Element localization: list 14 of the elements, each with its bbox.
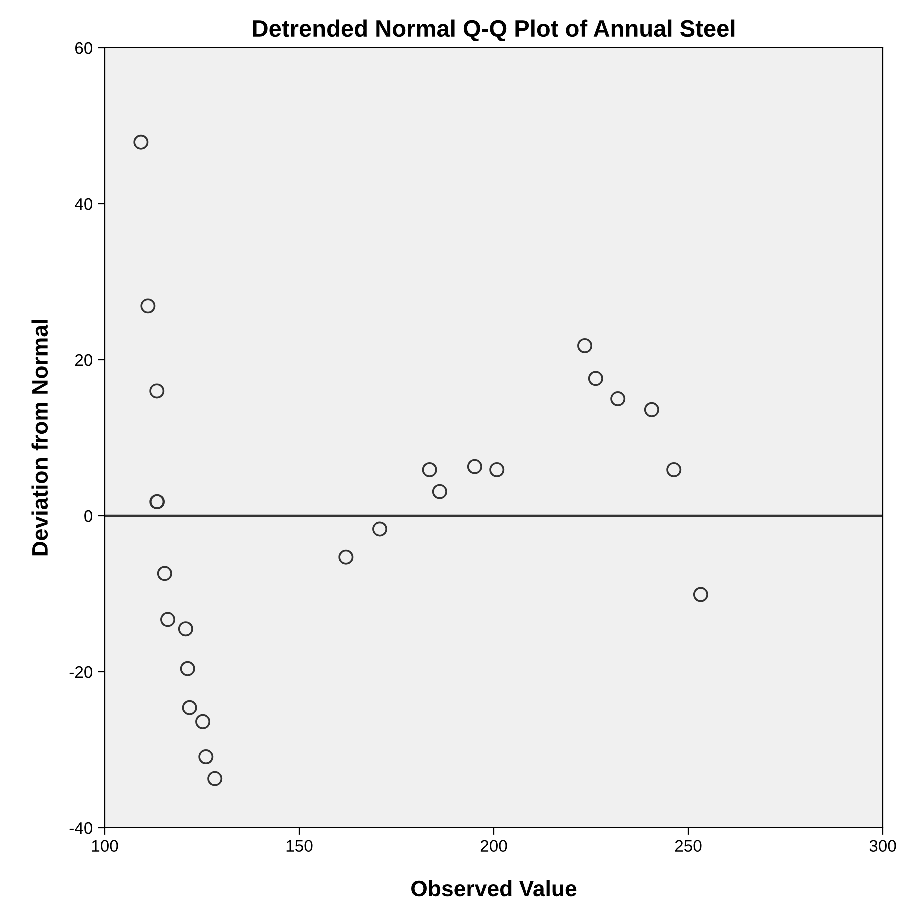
y-tick-label: 40	[75, 198, 93, 210]
chart-title: Detrended Normal Q-Q Plot of Annual Steel	[253, 20, 735, 42]
y-tick-label: 0	[84, 510, 93, 522]
x-tick-label: 100	[92, 840, 118, 852]
x-axis-title: Observed Value	[412, 880, 577, 897]
x-tick-label: 300	[870, 840, 896, 852]
y-tick-label: -20	[70, 666, 93, 678]
x-tick-label: 250	[675, 840, 702, 852]
x-tick-label: 150	[286, 840, 313, 852]
y-tick-label: 20	[75, 354, 93, 366]
y-axis-title: Deviation from Normal	[32, 320, 48, 556]
x-tick-label: 200	[480, 840, 508, 852]
y-tick-label: -40	[70, 822, 93, 834]
y-tick-label: 60	[76, 42, 93, 54]
